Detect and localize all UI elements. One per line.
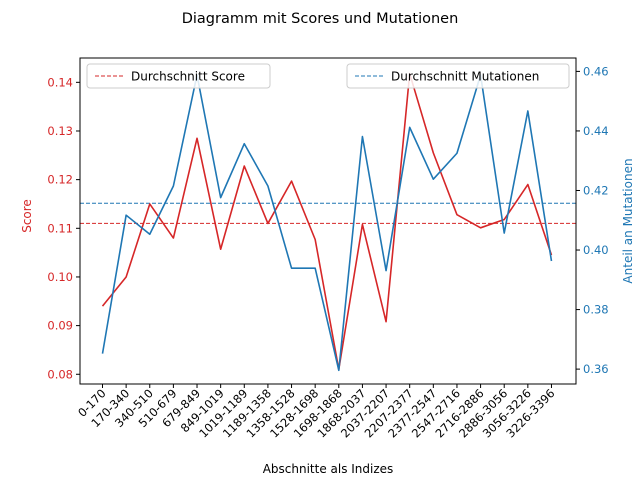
legend-mutations-label: Durchschnitt Mutationen: [391, 70, 539, 84]
legend-score-label: Durchschnitt Score: [131, 70, 245, 84]
y-left-tick-label: 0.13: [47, 124, 73, 138]
y-left-tick-label: 0.09: [47, 319, 73, 333]
legend-score: Durchschnitt Score: [86, 63, 271, 89]
y-left-tick-label: 0.14: [47, 75, 73, 89]
legend-mutations: Durchschnitt Mutationen: [346, 63, 570, 89]
y-right-tick-label: 0.42: [583, 183, 609, 197]
y-right-tick-label: 0.44: [583, 124, 609, 138]
y-right-tick-label: 0.46: [583, 64, 609, 78]
y-right-tick-label: 0.38: [583, 303, 609, 317]
y-axis-right-label: Anteil an Mutationen: [621, 158, 635, 283]
y-right-tick-label: 0.36: [583, 362, 609, 376]
legend-score-box: [86, 63, 271, 89]
y-left-tick-label: 0.08: [47, 367, 73, 381]
series-line-score: [101, 72, 553, 371]
y-left-tick-label: 0.12: [47, 173, 73, 187]
x-axis-label: Abschnitte als Indizes: [263, 462, 394, 476]
y-left-tick-label: 0.11: [47, 221, 73, 235]
series-line-mutations: [101, 74, 553, 372]
plot-frame: [79, 57, 577, 385]
chart-title: Diagramm mit Scores und Mutationen: [182, 11, 459, 27]
legend-mutations-box: [346, 63, 570, 89]
y-right-tick-label: 0.40: [583, 243, 609, 257]
y-axis-left-label: Score: [20, 199, 34, 233]
y-left-tick-label: 0.10: [47, 270, 73, 284]
